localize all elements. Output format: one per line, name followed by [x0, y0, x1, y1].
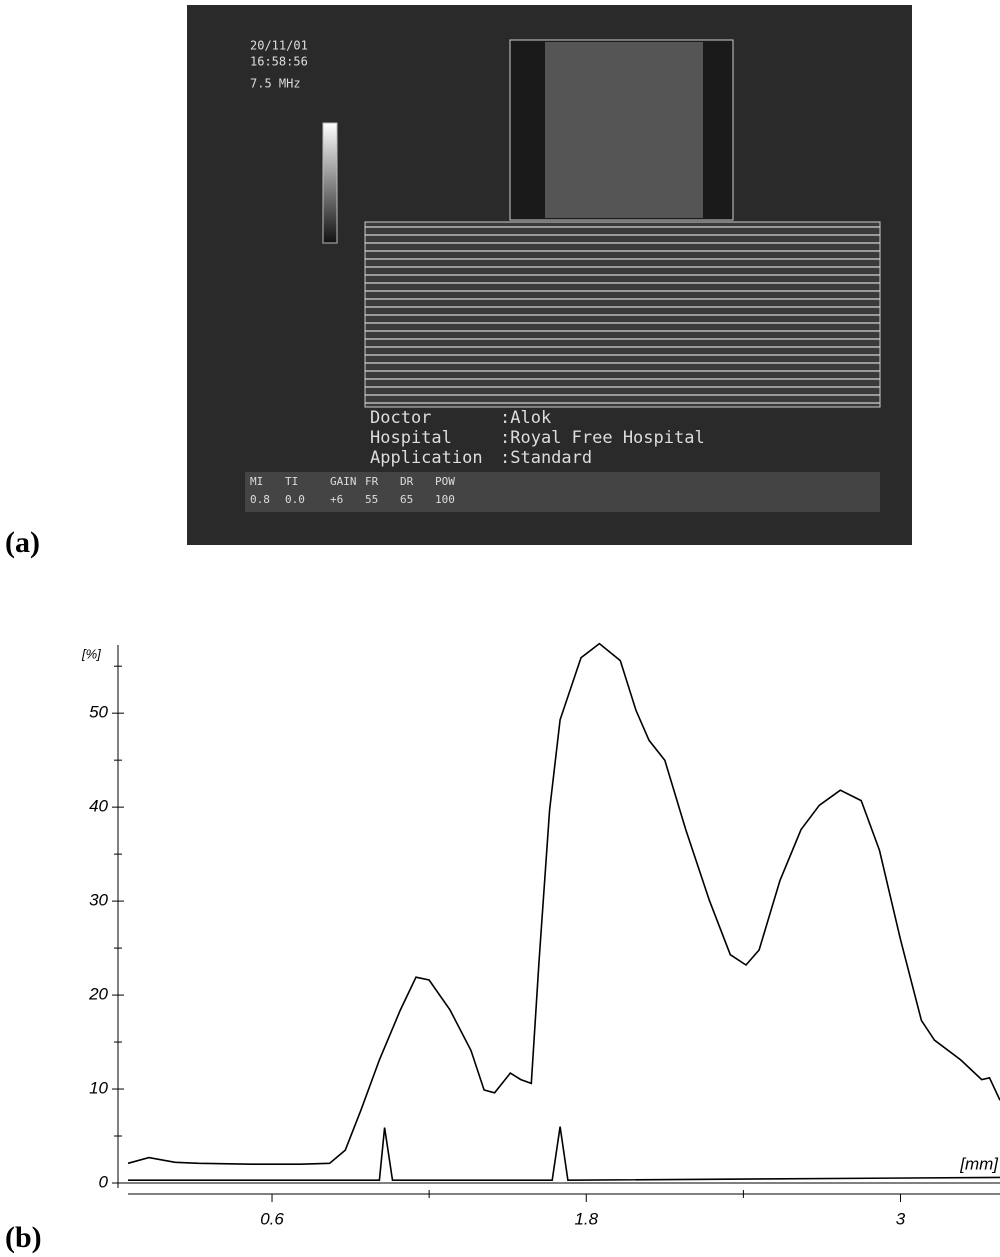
status-value: 0.8	[250, 493, 270, 506]
status-header: MI	[250, 475, 263, 488]
x-tick-label: 3	[896, 1209, 906, 1228]
x-tick-label: 1.8	[574, 1209, 598, 1228]
status-value: 65	[400, 493, 413, 506]
status-bar	[245, 472, 880, 512]
status-value: 0.0	[285, 493, 305, 506]
status-header: DR	[400, 475, 414, 488]
info-field: Doctor	[370, 408, 431, 428]
grayscale-bar	[322, 122, 338, 244]
status-value: 55	[365, 493, 378, 506]
screen-time: 16:58:56	[250, 55, 308, 69]
status-value: 100	[435, 493, 455, 506]
status-header: GAIN	[330, 475, 357, 488]
x-axis-label: [mm]	[959, 1154, 999, 1173]
screen-date: 20/11/01	[250, 39, 308, 53]
y-tick-label: 10	[89, 1079, 108, 1098]
status-header: TI	[285, 475, 298, 488]
screen-frequency: 7.5 MHz	[250, 77, 301, 91]
status-header: FR	[365, 475, 379, 488]
y-axis-label: [%]	[81, 646, 101, 661]
b-mode-image	[545, 42, 703, 218]
y-tick-label: 0	[99, 1172, 109, 1191]
y-tick-label: 40	[89, 797, 108, 816]
x-tick-label: 0.6	[260, 1209, 284, 1228]
y-tick-label: 30	[89, 891, 108, 910]
info-value: :Standard	[500, 448, 592, 468]
panel-label: (b)	[5, 1221, 42, 1254]
data-line	[128, 1126, 1000, 1182]
m-mode-image	[364, 221, 881, 408]
panel-label: (a)	[5, 526, 40, 559]
status-header: POW	[435, 475, 455, 488]
status-value: +6	[330, 493, 343, 506]
data-line	[127, 642, 1000, 1165]
y-tick-label: 20	[88, 985, 108, 1004]
info-value: :Royal Free Hospital	[500, 428, 705, 448]
y-tick-label: 50	[89, 703, 108, 722]
info-field: Hospital	[370, 428, 452, 448]
info-value: :Alok	[500, 408, 551, 428]
info-field: Application	[370, 448, 483, 468]
